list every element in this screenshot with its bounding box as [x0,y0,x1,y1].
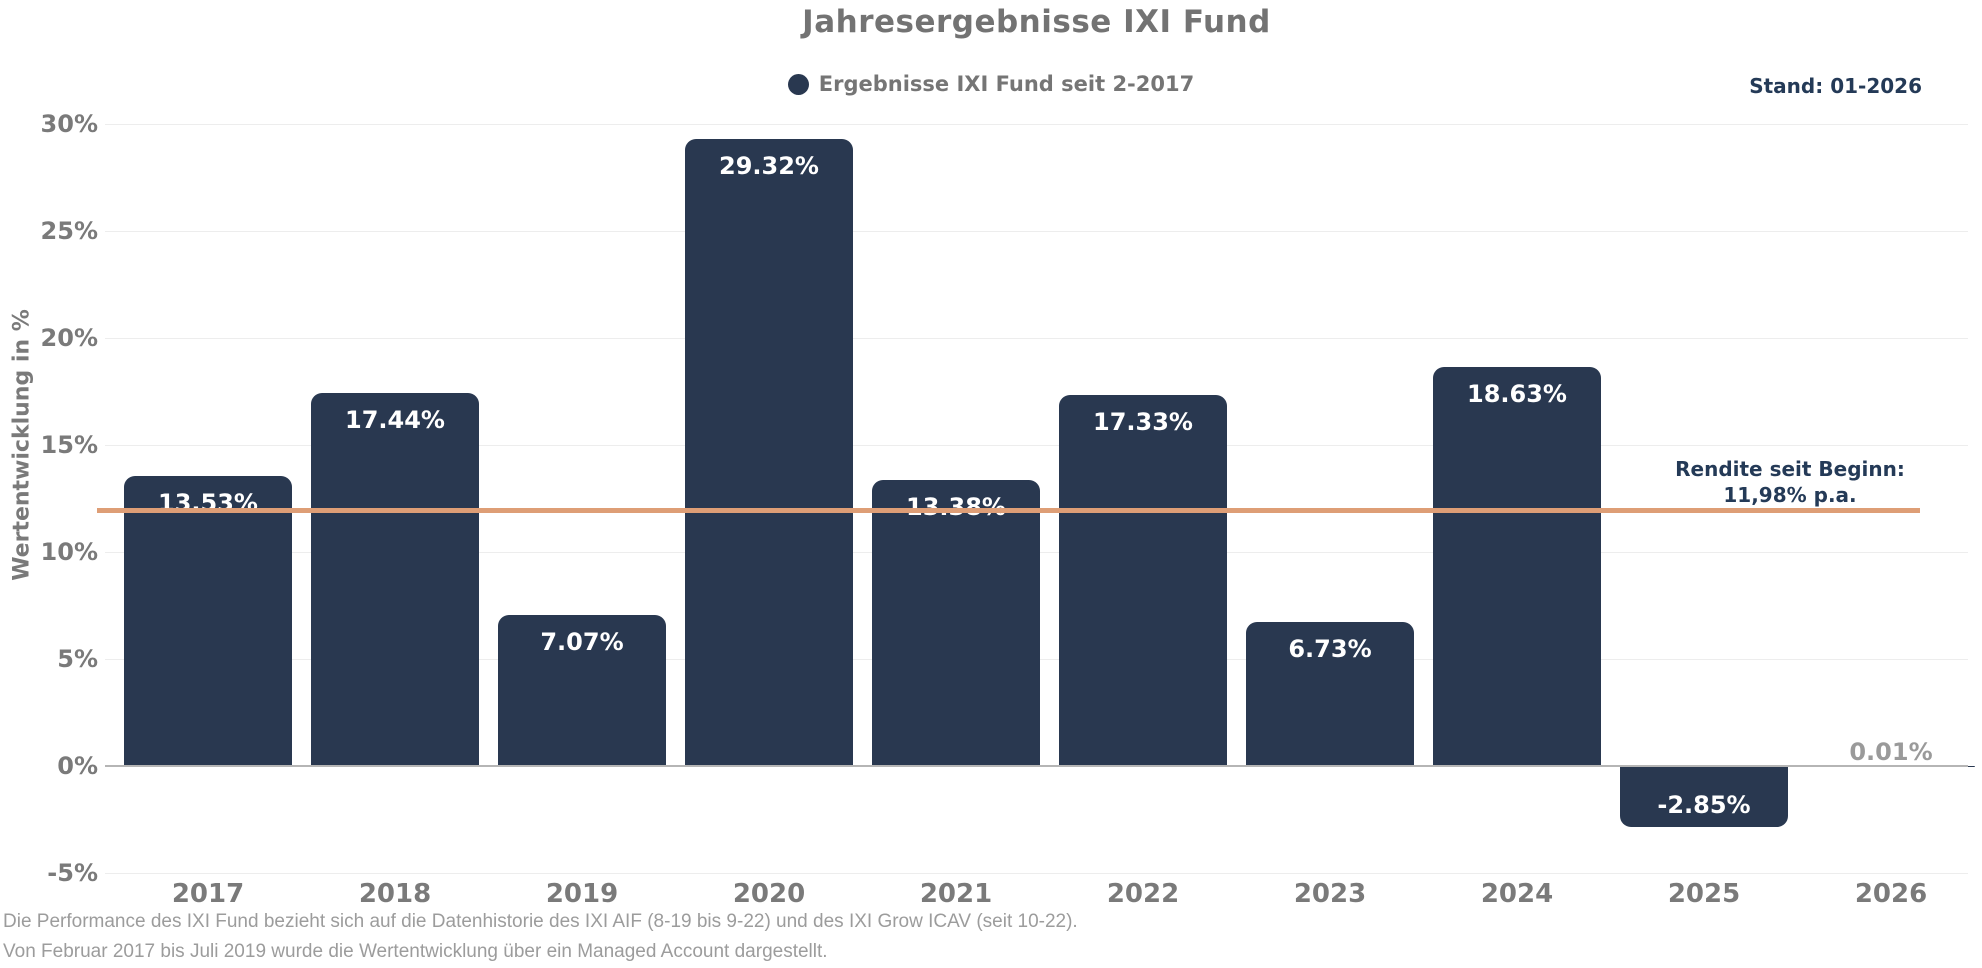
bar-2019[interactable] [498,614,666,766]
ytick-label--5: -5% [47,859,98,887]
legend-item-ixi-fund[interactable]: Ergebnisse IXI Fund seit 2-2017 [787,72,1195,96]
bar-2020[interactable] [685,138,853,766]
gridline-20 [105,338,1968,339]
bar-2018[interactable] [311,392,479,766]
zero-axis-line [105,765,1968,767]
legend-marker-icon [787,73,809,95]
gridline-15 [105,445,1968,446]
bar-value-label-2018: 17.44% [345,405,445,434]
footnote-line-1: Die Performance des IXI Fund bezieht sic… [3,911,1078,932]
gridline-30 [105,124,1968,125]
year-label-2020: 2020 [732,879,806,909]
bar-2025[interactable] [1620,766,1788,827]
reference-line [97,508,1920,513]
bar-value-label-2021: 13.38% [906,492,1006,521]
year-label-2019: 2019 [545,879,619,909]
bar-value-label-2020: 29.32% [719,151,819,180]
bar-value-label-2026: 0.01% [1849,738,1933,766]
ytick-label-20: 20% [40,324,98,352]
bar-value-label-2022: 17.33% [1093,408,1193,437]
year-label-2021: 2021 [919,879,993,909]
legend-label: Ergebnisse IXI Fund seit 2-2017 [818,72,1195,96]
year-label-2024: 2024 [1480,879,1554,909]
year-label-2018: 2018 [358,879,432,909]
bar-2022[interactable] [1059,395,1227,766]
bar-2017[interactable] [124,476,292,766]
bar-value-label-2024: 18.63% [1467,380,1567,409]
year-label-2017: 2017 [171,879,245,909]
reference-line-label-line2: 11,98% p.a. [1723,483,1857,507]
ytick-label-5: 5% [57,645,98,673]
bar-value-label-2025: -2.85% [1657,790,1751,819]
ytick-label-15: 15% [40,431,98,459]
legend: Ergebnisse IXI Fund seit 2-2017 [0,72,1982,99]
year-label-2025: 2025 [1667,879,1741,909]
year-label-2023: 2023 [1293,879,1367,909]
bar-value-label-2023: 6.73% [1288,634,1372,663]
bar-value-label-2019: 7.07% [540,627,624,656]
stand-date-label: Stand: 01-2026 [1749,74,1922,98]
footnote-line-2: Von Februar 2017 bis Juli 2019 wurde die… [3,941,828,962]
ytick-label-30: 30% [40,110,98,138]
gridline--5 [105,873,1968,874]
bar-2024[interactable] [1433,367,1601,766]
ytick-label-0: 0% [57,752,98,780]
reference-line-label: Rendite seit Beginn: 11,98% p.a. [1640,456,1940,508]
bar-2021[interactable] [872,479,1040,766]
bar-2023[interactable] [1246,621,1414,766]
ytick-label-25: 25% [40,217,98,245]
reference-line-label-line1: Rendite seit Beginn: [1675,457,1905,481]
chart-title: Jahresergebnisse IXI Fund [802,4,1271,40]
ytick-label-10: 10% [40,538,98,566]
year-label-2026: 2026 [1854,879,1928,909]
year-label-2022: 2022 [1106,879,1180,909]
gridline-25 [105,231,1968,232]
